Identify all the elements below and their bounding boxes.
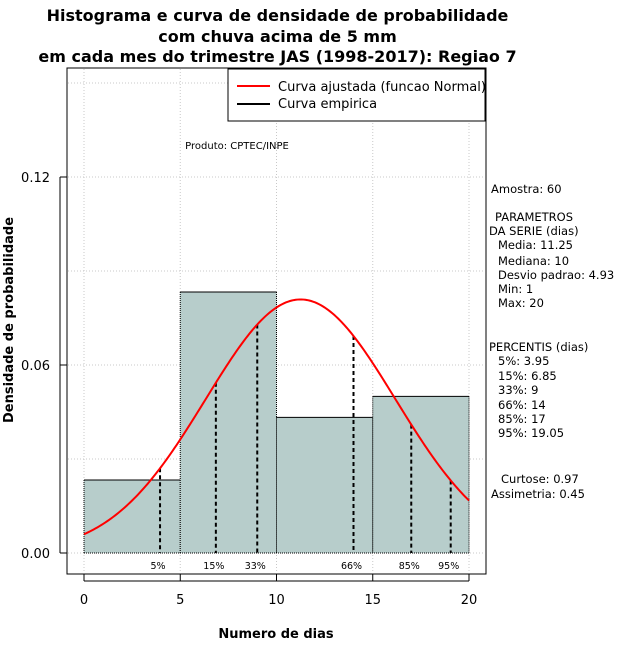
params-title-2: DA SERIE (dias) — [489, 224, 579, 238]
percentil-85: 85%: 17 — [498, 412, 546, 426]
chart-title-line-3: em cada mes do trimestre JAS (1998-2017)… — [38, 47, 517, 66]
x-axis-label: Numero de dias — [218, 627, 334, 642]
percentile-label: 15% — [203, 561, 224, 572]
param-mediana: Mediana: 10 — [498, 254, 570, 268]
curtose: Curtose: 0.97 — [501, 472, 579, 486]
percentile-label: 5% — [150, 561, 165, 572]
percentile-lines: 5% 15% 33% 66% 85% 95% — [150, 324, 459, 572]
percentil-95: 95%: 19.05 — [498, 426, 565, 440]
y-axis-label: Densidade de probabilidade — [2, 217, 17, 423]
percentile-label: 66% — [341, 561, 362, 572]
chart-title-line-2: com chuva acima de 5 mm — [158, 27, 397, 46]
params-title-1: PARAMETROS — [495, 210, 574, 224]
percentil-66: 66%: 14 — [498, 398, 546, 412]
percentile-label: 33% — [245, 561, 266, 572]
percentis-title: PERCENTIS (dias) — [489, 340, 589, 354]
percentil-15: 15%: 6.85 — [498, 369, 557, 383]
y-tick-label: 0.12 — [21, 171, 50, 186]
x-tick-label: 20 — [461, 593, 478, 608]
normal-fit-curve — [83, 298, 470, 536]
legend-box — [227, 68, 486, 122]
x-tick-label: 5 — [176, 593, 184, 608]
param-media: Media: 11.25 — [498, 238, 573, 252]
percentile-label: 95% — [438, 561, 459, 572]
histogram-bar — [372, 396, 469, 553]
sample-size: Amostra: 60 — [491, 182, 562, 196]
histogram-bar — [84, 479, 181, 553]
percentile-label: 85% — [399, 561, 420, 572]
x-tick-label: 0 — [80, 593, 88, 608]
percentil-5: 5%: 3.95 — [498, 354, 550, 368]
param-desvio: Desvio padrao: 4.93 — [498, 268, 615, 282]
legend-label-normal: Curva ajustada (funcao Normal) — [278, 80, 486, 95]
chart-annotation: Produto: CPTEC/INPE — [185, 141, 289, 152]
param-min: Min: 1 — [498, 282, 534, 296]
assimetria: Assimetria: 0.45 — [491, 487, 585, 501]
axis-layer: 0 5 10 15 20 0.00 0.06 0.12 — [21, 171, 477, 608]
param-max: Max: 20 — [498, 296, 544, 310]
y-tick-label: 0.06 — [21, 359, 50, 374]
histogram-bars — [83, 291, 470, 554]
chart-title-line-1: Histograma e curva de densidade de proba… — [46, 6, 509, 25]
curve-layer — [83, 298, 470, 536]
y-tick-label: 0.00 — [21, 547, 50, 562]
x-tick-label: 10 — [268, 593, 285, 608]
legend-label-empirical: Curva empirica — [278, 97, 377, 112]
legend: Curva ajustada (funcao Normal) Curva emp… — [227, 68, 486, 122]
x-tick-label: 15 — [364, 593, 381, 608]
percentil-33: 33%: 9 — [498, 383, 539, 397]
histogram-bar — [276, 417, 373, 553]
histogram-bar — [180, 291, 277, 553]
